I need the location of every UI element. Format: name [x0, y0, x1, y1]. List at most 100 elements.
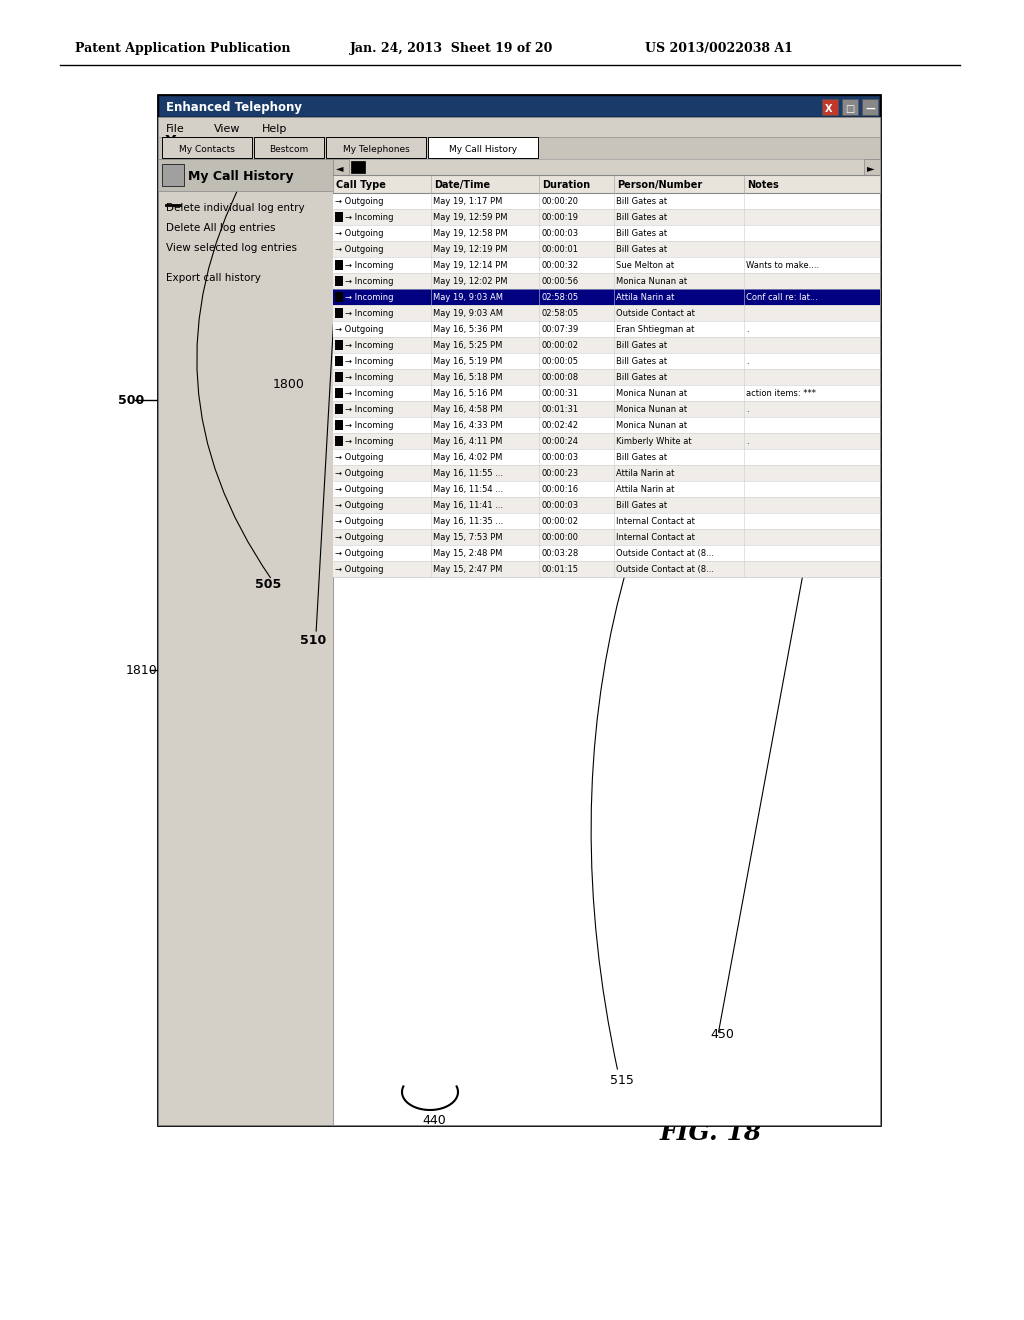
- Text: Conf call re: lat...: Conf call re: lat...: [746, 293, 818, 302]
- Text: 00:00:20: 00:00:20: [541, 197, 578, 206]
- Bar: [158, 158, 333, 1125]
- Bar: [333, 321, 880, 337]
- Text: → Incoming: → Incoming: [345, 213, 393, 222]
- Bar: [335, 260, 343, 271]
- Text: → Outgoing: → Outgoing: [335, 502, 384, 510]
- Text: Monica Nunan at: Monica Nunan at: [616, 405, 687, 414]
- Text: May 16, 11:35 ...: May 16, 11:35 ...: [433, 517, 503, 525]
- Text: Date/Time: Date/Time: [434, 180, 490, 190]
- Bar: [333, 352, 880, 370]
- Text: X: X: [825, 104, 833, 114]
- Text: 00:00:16: 00:00:16: [541, 484, 579, 494]
- Text: 1800: 1800: [273, 379, 305, 392]
- Bar: [335, 308, 343, 318]
- Text: Bill Gates at: Bill Gates at: [616, 502, 667, 510]
- Bar: [333, 158, 880, 1125]
- Bar: [333, 209, 880, 224]
- Text: Monica Nunan at: Monica Nunan at: [616, 421, 687, 430]
- Text: → Incoming: → Incoming: [345, 341, 393, 350]
- Text: Bill Gates at: Bill Gates at: [616, 197, 667, 206]
- Bar: [333, 513, 880, 529]
- Bar: [335, 388, 343, 399]
- Bar: [158, 95, 880, 117]
- Bar: [335, 276, 343, 286]
- Text: □: □: [845, 104, 854, 114]
- Text: Jan. 24, 2013  Sheet 19 of 20: Jan. 24, 2013 Sheet 19 of 20: [350, 42, 553, 55]
- Text: → Outgoing: → Outgoing: [335, 197, 384, 206]
- Text: 440: 440: [422, 1114, 445, 1127]
- Text: 02:58:05: 02:58:05: [541, 293, 579, 302]
- Bar: [333, 158, 880, 176]
- Text: —: —: [865, 104, 874, 114]
- Bar: [864, 158, 880, 176]
- Text: 00:00:23: 00:00:23: [541, 469, 579, 478]
- Text: File: File: [166, 124, 184, 135]
- Text: 00:00:03: 00:00:03: [541, 453, 579, 462]
- Text: 500: 500: [118, 393, 144, 407]
- Text: 02:58:05: 02:58:05: [541, 309, 579, 318]
- Text: → Outgoing: → Outgoing: [335, 565, 384, 574]
- Text: → Incoming: → Incoming: [345, 374, 393, 381]
- Bar: [160, 127, 188, 154]
- Text: May 16, 5:16 PM: May 16, 5:16 PM: [433, 389, 503, 399]
- Bar: [333, 417, 880, 433]
- Text: Bill Gates at: Bill Gates at: [616, 453, 667, 462]
- Text: Help: Help: [262, 124, 288, 135]
- Text: 1810: 1810: [126, 664, 158, 676]
- Text: May 19, 9:03 AM: May 19, 9:03 AM: [433, 293, 503, 302]
- Text: 00:00:24: 00:00:24: [541, 437, 578, 446]
- Bar: [333, 273, 880, 289]
- Bar: [333, 433, 880, 449]
- Bar: [351, 161, 365, 173]
- Text: Bill Gates at: Bill Gates at: [616, 356, 667, 366]
- Bar: [164, 168, 182, 186]
- Text: Internal Contact at: Internal Contact at: [616, 533, 695, 543]
- Text: View selected log entries: View selected log entries: [166, 243, 297, 253]
- Text: 00:00:00: 00:00:00: [541, 533, 578, 543]
- Bar: [160, 162, 188, 190]
- Text: → Outgoing: → Outgoing: [335, 246, 384, 253]
- Text: My Call History: My Call History: [188, 170, 294, 183]
- Text: May 19, 12:02 PM: May 19, 12:02 PM: [433, 277, 508, 286]
- Bar: [862, 99, 878, 115]
- Bar: [333, 305, 880, 321]
- Text: → Outgoing: → Outgoing: [335, 469, 384, 478]
- Bar: [333, 385, 880, 401]
- Text: May 19, 12:58 PM: May 19, 12:58 PM: [433, 228, 508, 238]
- Text: → Incoming: → Incoming: [345, 405, 393, 414]
- Bar: [333, 158, 349, 176]
- Bar: [335, 420, 343, 430]
- Bar: [333, 401, 880, 417]
- Text: → Outgoing: → Outgoing: [335, 453, 384, 462]
- Bar: [333, 370, 880, 385]
- Text: 450: 450: [710, 1028, 734, 1041]
- Text: .: .: [746, 325, 749, 334]
- Text: Person/Number: Person/Number: [617, 180, 702, 190]
- Text: 510: 510: [300, 634, 327, 647]
- Text: 00:00:03: 00:00:03: [541, 502, 579, 510]
- Text: May 16, 5:25 PM: May 16, 5:25 PM: [433, 341, 503, 350]
- Text: Outside Contact at: Outside Contact at: [616, 309, 695, 318]
- Bar: [428, 137, 538, 158]
- Text: 00:02:42: 00:02:42: [541, 421, 578, 430]
- Text: May 16, 5:19 PM: May 16, 5:19 PM: [433, 356, 503, 366]
- Text: ►: ►: [867, 162, 874, 173]
- Text: My Telephones: My Telephones: [343, 145, 410, 154]
- Text: 00:00:01: 00:00:01: [541, 246, 578, 253]
- Bar: [333, 561, 880, 577]
- Text: X: X: [165, 135, 177, 150]
- Text: → Incoming: → Incoming: [345, 421, 393, 430]
- Text: May 15, 7:53 PM: May 15, 7:53 PM: [433, 533, 503, 543]
- Bar: [333, 545, 880, 561]
- Text: 00:00:02: 00:00:02: [541, 341, 578, 350]
- Text: 00:00:08: 00:00:08: [541, 374, 579, 381]
- Text: → Incoming: → Incoming: [345, 293, 393, 302]
- Bar: [335, 356, 343, 366]
- Text: Bill Gates at: Bill Gates at: [616, 341, 667, 350]
- Bar: [158, 95, 880, 1125]
- Bar: [333, 480, 880, 498]
- Bar: [162, 137, 252, 158]
- Bar: [333, 289, 880, 305]
- Text: May 16, 4:02 PM: May 16, 4:02 PM: [433, 453, 503, 462]
- Text: Enhanced Telephony: Enhanced Telephony: [166, 102, 302, 114]
